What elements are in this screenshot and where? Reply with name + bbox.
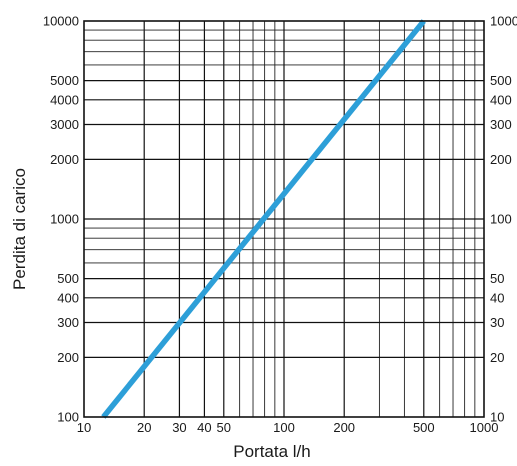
y-tick-label-left: 1000 bbox=[50, 212, 79, 227]
y-tick-label-left: 10000 bbox=[43, 14, 79, 29]
y-tick-label-right: 20 bbox=[490, 350, 504, 365]
x-axis-label: Portata l/h bbox=[233, 442, 311, 461]
y-tick-label-right: 400 bbox=[490, 92, 512, 107]
y-tick-label-left: 300 bbox=[57, 315, 79, 330]
x-tick-label: 50 bbox=[217, 420, 231, 435]
tick-labels: 10 20 30 40 50 100 200 500 1000 100 200 300 400 500 10… bbox=[43, 14, 517, 436]
y-tick-label-right: 1000 bbox=[490, 14, 517, 29]
y-tick-label-right: 100 bbox=[490, 212, 512, 227]
x-tick-label: 20 bbox=[137, 420, 151, 435]
y-tick-label-right: 500 bbox=[490, 73, 512, 88]
x-tick-label: 40 bbox=[197, 420, 211, 435]
grid bbox=[84, 21, 484, 417]
x-tick-label: 10 bbox=[77, 420, 91, 435]
series-line bbox=[101, 19, 426, 419]
y-tick-label-right: 300 bbox=[490, 117, 512, 132]
y-tick-label-left: 5000 bbox=[50, 73, 79, 88]
y-tick-label-left: 100 bbox=[57, 410, 79, 425]
series-layer bbox=[101, 19, 426, 419]
y-tick-label-right: 30 bbox=[490, 315, 504, 330]
y-tick-label-left: 3000 bbox=[50, 117, 79, 132]
y-tick-label-right: 200 bbox=[490, 152, 512, 167]
x-tick-label: 500 bbox=[413, 420, 435, 435]
x-tick-label: 200 bbox=[333, 420, 355, 435]
y-tick-label-left: 200 bbox=[57, 350, 79, 365]
y-tick-label-left: 2000 bbox=[50, 152, 79, 167]
x-tick-label: 100 bbox=[273, 420, 295, 435]
y-axis-label: Perdita di carico bbox=[10, 168, 29, 290]
plot-frame bbox=[83, 20, 485, 418]
y-tick-label-left: 4000 bbox=[50, 92, 79, 107]
y-tick-label-right: 50 bbox=[490, 271, 504, 286]
y-tick-label-left: 500 bbox=[57, 271, 79, 286]
y-tick-label-left: 400 bbox=[57, 290, 79, 305]
x-tick-label: 1000 bbox=[470, 420, 499, 435]
y-tick-label-right: 10 bbox=[490, 410, 504, 425]
x-tick-label: 30 bbox=[172, 420, 186, 435]
y-tick-label-right: 40 bbox=[490, 290, 504, 305]
